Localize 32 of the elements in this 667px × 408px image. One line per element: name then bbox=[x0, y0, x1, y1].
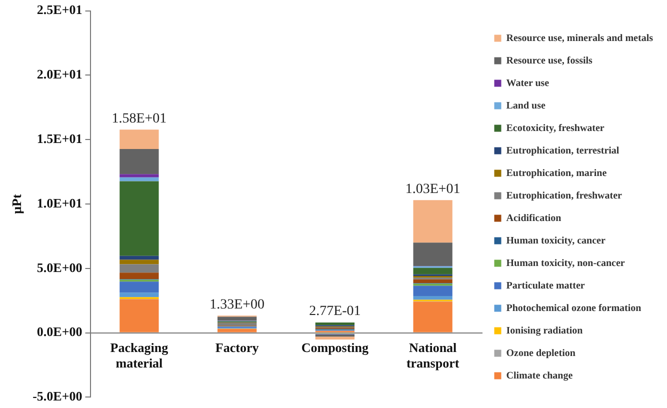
legend-label: Eutrophication, marine bbox=[506, 168, 608, 179]
total-label: 2.77E-01 bbox=[309, 304, 361, 320]
y-tick-label: 2.0E+01 bbox=[36, 66, 82, 82]
x-tick-label: Packaging material bbox=[110, 340, 169, 371]
legend-label: Eutrophication, terrestrial bbox=[506, 145, 620, 156]
y-tick-label: 1.0E+01 bbox=[36, 195, 82, 210]
x-tick-label: Composting bbox=[301, 340, 370, 355]
legend-label: Acidification bbox=[506, 212, 562, 224]
y-tick-label: -5.0E+00 bbox=[32, 388, 82, 404]
legend-label: Resource use, fossils bbox=[506, 55, 593, 66]
total-label: 1.03E+01 bbox=[405, 182, 460, 197]
legend-label: Ionising radiation bbox=[506, 325, 584, 336]
legend-label: Water use bbox=[506, 78, 550, 89]
y-tick-label: 1.5E+01 bbox=[36, 130, 82, 146]
x-tick-label: National transport bbox=[406, 340, 460, 371]
legend-label: Human toxicity, cancer bbox=[506, 235, 606, 246]
legend-label: Ozone depletion bbox=[506, 348, 576, 359]
legend-label: Land use bbox=[506, 100, 546, 112]
legend-label: Eutrophication, freshwater bbox=[506, 190, 623, 202]
x-tick-label: Factory bbox=[215, 340, 260, 355]
legend-label: Human toxicity, non-cancer bbox=[506, 258, 626, 269]
y-tick-label: 0.0E+00 bbox=[36, 324, 82, 340]
legend-label: Photochemical ozone formation bbox=[506, 302, 642, 314]
legend-label: Ecotoxicity, freshwater bbox=[506, 122, 605, 134]
total-label: 1.33E+00 bbox=[210, 297, 265, 312]
legend-label: Particulate matter bbox=[506, 280, 586, 292]
total-label: 1.58E+01 bbox=[112, 111, 167, 126]
y-tick-label: 2.5E+01 bbox=[36, 2, 82, 18]
y-tick-label: 5.0E+00 bbox=[36, 260, 82, 275]
legend-label: Resource use, minerals and metals bbox=[506, 32, 654, 44]
y-axis-title: μPt bbox=[9, 194, 24, 214]
legend-label: Climate change bbox=[506, 370, 574, 382]
